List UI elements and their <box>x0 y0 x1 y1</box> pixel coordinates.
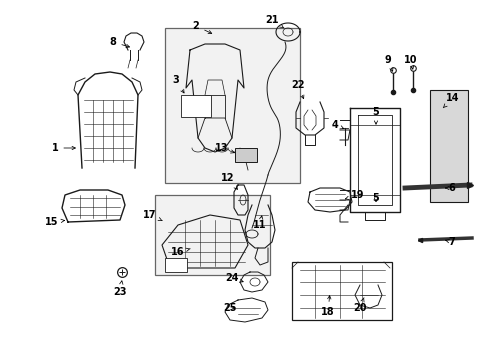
Bar <box>235 148 257 162</box>
Text: 22: 22 <box>291 80 304 99</box>
Bar <box>181 95 210 117</box>
Text: 20: 20 <box>352 298 366 313</box>
Text: 23: 23 <box>113 281 126 297</box>
Text: 21: 21 <box>264 15 283 28</box>
Text: 11: 11 <box>253 216 266 230</box>
Text: 4: 4 <box>331 120 343 130</box>
Bar <box>155 195 269 275</box>
Text: 9: 9 <box>384 55 392 71</box>
Text: 12: 12 <box>221 173 237 189</box>
Bar <box>164 258 186 272</box>
Text: 18: 18 <box>321 296 334 317</box>
Text: 13: 13 <box>215 143 234 153</box>
Text: 8: 8 <box>109 37 129 48</box>
Bar <box>164 28 299 183</box>
Text: 14: 14 <box>442 93 459 108</box>
Text: 6: 6 <box>445 183 454 193</box>
Text: 7: 7 <box>445 237 454 247</box>
Text: 3: 3 <box>172 75 183 93</box>
Bar <box>291 262 391 320</box>
Text: 5: 5 <box>372 107 379 124</box>
Text: 17: 17 <box>143 210 162 221</box>
Text: 5: 5 <box>372 193 379 203</box>
Text: 25: 25 <box>223 303 236 313</box>
Bar <box>429 90 467 202</box>
Text: 24: 24 <box>225 273 243 283</box>
Text: 15: 15 <box>45 217 64 227</box>
Text: 1: 1 <box>52 143 75 153</box>
Text: 2: 2 <box>192 21 211 33</box>
Text: 19: 19 <box>345 190 364 200</box>
Text: 16: 16 <box>171 247 190 257</box>
Text: 10: 10 <box>404 55 417 69</box>
